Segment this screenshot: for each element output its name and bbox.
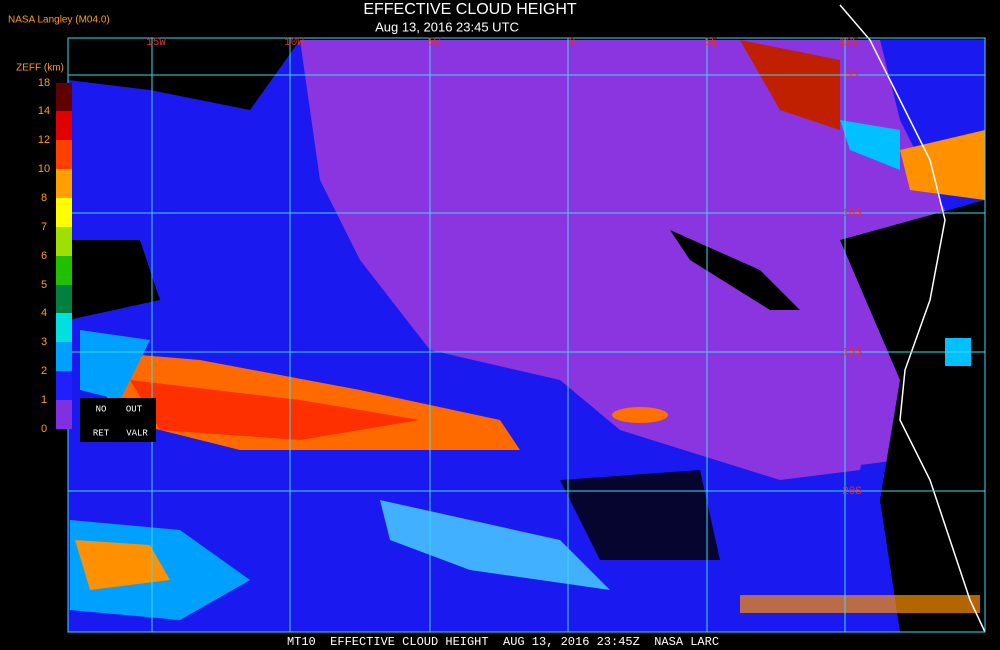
color-band [56,140,72,169]
high-cloud [740,595,980,613]
legend-tick-label: 12 [38,134,50,146]
legend-tick-label: 3 [41,336,47,348]
mid-cloud [80,330,150,400]
lon-label: 10W [284,37,304,49]
cloud-field [68,4,986,633]
lon-label: 5W [427,37,441,49]
source-label: NASA Langley (M04.0) [8,15,110,26]
lon-label: 5E [704,37,718,49]
legend-tick-label: 6 [41,250,47,262]
very-low-cloud [620,330,940,470]
legend-tick-label: 14 [38,105,50,117]
ret-label: RET [93,428,110,438]
lon-label: 0 [569,37,576,49]
out-label: OUT [126,404,143,414]
subtitle: Aug 13, 2016 23:45 UTC [375,19,519,34]
legend-tick-label: 4 [41,307,47,319]
footer: MT10 EFFECTIVE CLOUD HEIGHT AUG 13, 2016… [287,635,719,649]
color-band [56,198,72,227]
clear-sky [68,240,160,320]
legend-tick-label: 8 [41,192,47,204]
legend-tick-label: 0 [41,423,47,435]
coastline [839,4,986,633]
high-cloud [900,130,985,200]
color-band [56,285,72,313]
color-band [56,169,72,198]
lat-label: 15S [842,347,862,359]
color-band [56,371,72,400]
legend-tick-label: 5 [41,279,47,291]
mid-cloud [380,500,610,590]
color-band [56,227,72,256]
legend-title: ZEFF (km) [16,63,64,74]
mid-cloud [840,120,900,170]
lon-label: 10E [839,37,859,49]
high-cloud [740,40,840,130]
color-band [56,256,72,285]
no-label: NO [96,404,107,414]
lat-label: 5S [845,70,859,82]
high-cloud [75,540,170,590]
lon-label: 15W [146,37,166,49]
high-cloud [130,380,420,440]
color-band [56,111,72,140]
color-band [56,83,72,111]
legend-tick-label: 2 [41,365,47,377]
legend-tick-label: 1 [41,394,47,406]
clear-sky [560,470,720,560]
valr-label: VALR [126,428,148,438]
color-band [56,313,72,342]
title: EFFECTIVE CLOUD HEIGHT [363,1,577,18]
color-band [56,342,72,371]
clear-sky [670,230,800,310]
no-retrieval-box [80,398,156,442]
color-band [56,400,72,429]
legend-tick-label: 10 [38,163,50,175]
lat-label: 20S [842,486,862,498]
legend-tick-label: 7 [41,221,47,233]
land [840,200,985,632]
lat-label: 10S [842,208,862,220]
high-cloud [612,407,668,423]
legend-tick-label: 18 [38,77,50,89]
